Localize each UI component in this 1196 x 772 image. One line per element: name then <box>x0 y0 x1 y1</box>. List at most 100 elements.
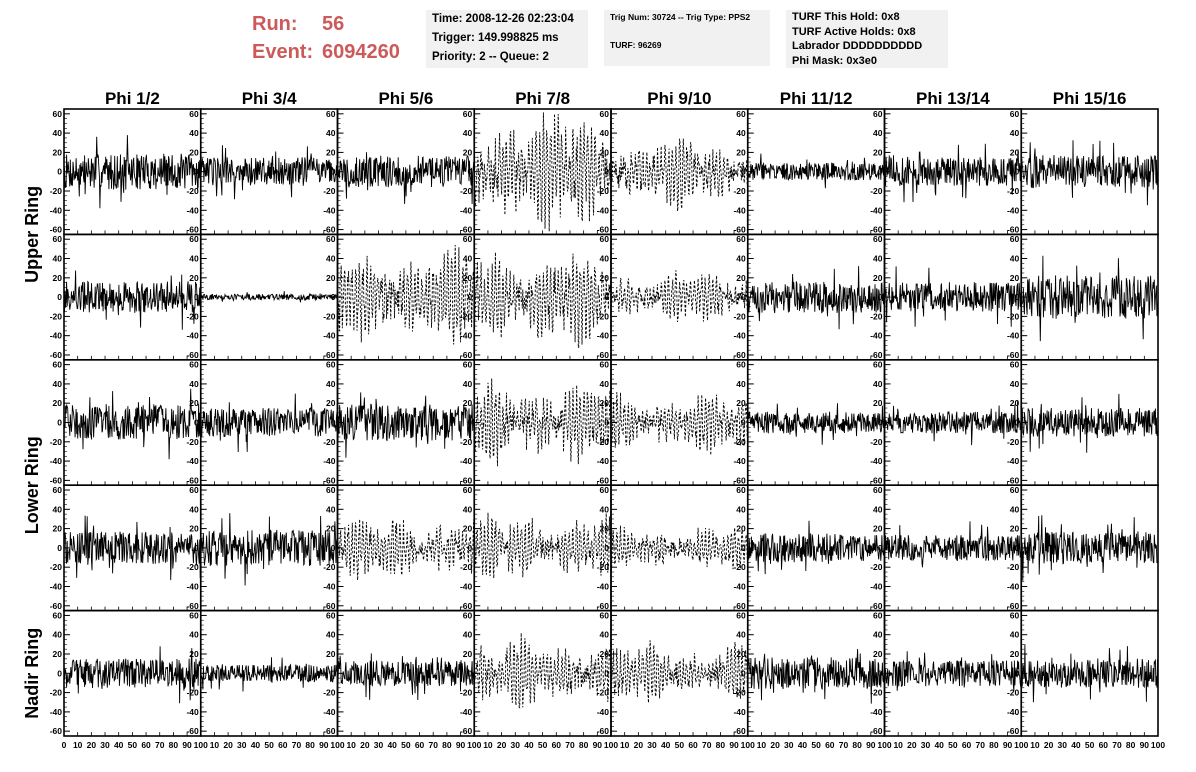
phi-mask-line: Phi Mask: 0x3e0 <box>792 54 877 67</box>
panel-r2-c3: 60 40 20 0 -20 -40 -60 <box>460 358 612 486</box>
y-tick-label: -20 <box>597 311 610 321</box>
column-title: Phi 13/14 <box>916 89 990 108</box>
y-tick-label: 60 <box>463 234 473 244</box>
x-tick-label: 50 <box>1085 740 1095 750</box>
y-tick-label: 0 <box>1015 167 1020 177</box>
x-tick-label: 60 <box>141 740 151 750</box>
y-tick-label: 60 <box>1010 485 1020 495</box>
waveform-trace <box>747 648 885 704</box>
y-tick-label: 40 <box>53 254 63 264</box>
y-tick-label: 60 <box>873 485 883 495</box>
event-label: Event: <box>252 41 314 63</box>
y-tick-label: 0 <box>741 167 746 177</box>
event-row: Event: 6094260 <box>252 38 400 66</box>
y-tick-label: 40 <box>463 504 473 514</box>
x-tick-label: 10 <box>893 740 903 750</box>
y-tick-label: -60 <box>323 726 336 736</box>
y-tick-label: 60 <box>600 610 610 620</box>
x-tick-label: 50 <box>128 740 138 750</box>
panel-r2-c6: 60 40 20 0 -20 -40 -60 <box>870 358 1023 486</box>
y-tick-label: 0 <box>468 167 473 177</box>
x-tick-label: 20 <box>497 740 507 750</box>
column-title: Phi 7/8 <box>515 89 570 108</box>
x-tick-label: 80 <box>1126 740 1136 750</box>
waveform-trace <box>337 392 475 458</box>
y-tick-label: 20 <box>600 524 610 534</box>
y-tick-label: 60 <box>600 485 610 495</box>
y-tick-label: -40 <box>1007 581 1020 591</box>
x-tick-label: 60 <box>825 740 835 750</box>
x-tick-label: 20 <box>770 740 780 750</box>
y-tick-label: -60 <box>1007 601 1020 611</box>
panel-frame <box>610 609 749 737</box>
y-tick-label: 0 <box>878 543 883 553</box>
y-tick-label: 0 <box>604 418 609 428</box>
x-tick-label: 20 <box>223 740 233 750</box>
y-tick-label: 20 <box>873 649 883 659</box>
waveform-trace <box>337 653 475 701</box>
trig-num-line: Trig Num: 30724 -- Trig Type: PPS2 <box>610 12 751 22</box>
y-tick-label: 20 <box>326 398 336 408</box>
y-tick-label: 0 <box>57 543 62 553</box>
y-tick-label: -60 <box>870 726 883 736</box>
y-tick-label: 40 <box>736 254 746 264</box>
y-tick-label: -20 <box>1007 186 1020 196</box>
turf-line: TURF: 96269 <box>610 40 662 50</box>
y-tick-label: 20 <box>873 147 883 157</box>
y-tick-label: 60 <box>463 109 473 119</box>
panel-r2-c7: 60 40 20 0 -20 -40 -60 <box>1007 358 1159 486</box>
x-tick-label: 60 <box>1099 740 1109 750</box>
panel-r1-c7: 60 40 20 0 -20 -40 -60 <box>1007 233 1159 361</box>
waveform-trace <box>884 651 1022 691</box>
y-tick-label: 20 <box>326 524 336 534</box>
y-tick-label: -20 <box>1007 562 1020 572</box>
y-tick-label: 20 <box>189 398 199 408</box>
x-tick-label: 30 <box>374 740 384 750</box>
x-tick-label: 30 <box>784 740 794 750</box>
y-tick-label: 20 <box>873 398 883 408</box>
y-tick-label: 40 <box>326 379 336 389</box>
x-tick-label: 40 <box>1071 740 1081 750</box>
y-tick-label: 60 <box>189 485 199 495</box>
y-tick-label: 20 <box>189 273 199 283</box>
waveform-trace <box>200 393 338 453</box>
y-tick-label: -60 <box>50 726 63 736</box>
y-tick-label: 40 <box>1010 254 1020 264</box>
y-tick-label: 0 <box>57 167 62 177</box>
y-tick-label: 20 <box>1010 649 1020 659</box>
y-tick-label: 0 <box>468 668 473 678</box>
y-tick-label: -40 <box>186 331 199 341</box>
panel-r0-c7: 60 40 20 0 -20 -40 -60 <box>1007 108 1159 236</box>
x-tick-label: 50 <box>675 740 685 750</box>
y-tick-label: -20 <box>323 688 336 698</box>
y-tick-label: 20 <box>326 147 336 157</box>
y-tick-label: -40 <box>733 707 746 717</box>
x-tick-label: 40 <box>251 740 261 750</box>
panel-r1-c2: 60 40 20 0 -20 -40 -60 <box>323 233 476 361</box>
waveform-trace <box>884 521 1022 568</box>
y-tick-label: 40 <box>463 128 473 138</box>
y-tick-label: -20 <box>186 688 199 698</box>
turf-hold-line: TURF This Hold: 0x8 <box>792 11 900 23</box>
x-tick-label: 80 <box>989 740 999 750</box>
y-tick-label: 40 <box>326 504 336 514</box>
x-tick-label: 70 <box>975 740 985 750</box>
y-tick-label: -20 <box>733 437 746 447</box>
y-tick-label: 40 <box>326 128 336 138</box>
y-tick-label: 40 <box>189 254 199 264</box>
priority-line: Priority: 2 -- Queue: 2 <box>432 51 549 63</box>
y-tick-label: 60 <box>873 360 883 370</box>
waveform-trace <box>474 512 612 579</box>
y-tick-label: 60 <box>736 234 746 244</box>
x-tick-label: 100 <box>467 740 481 750</box>
y-tick-label: -20 <box>870 311 883 321</box>
y-tick-label: -20 <box>733 562 746 572</box>
y-tick-label: 0 <box>57 292 62 302</box>
y-tick-label: 60 <box>600 234 610 244</box>
panel-r4-c7: 60 40 20 0 -20 -40 -60 <box>1007 609 1159 737</box>
panel-r0-c3: 60 40 20 0 -20 -40 -60 <box>460 108 612 236</box>
y-tick-label: -60 <box>50 350 63 360</box>
y-tick-label: 40 <box>463 254 473 264</box>
y-tick-label: -40 <box>1007 707 1020 717</box>
y-tick-label: -20 <box>870 688 883 698</box>
